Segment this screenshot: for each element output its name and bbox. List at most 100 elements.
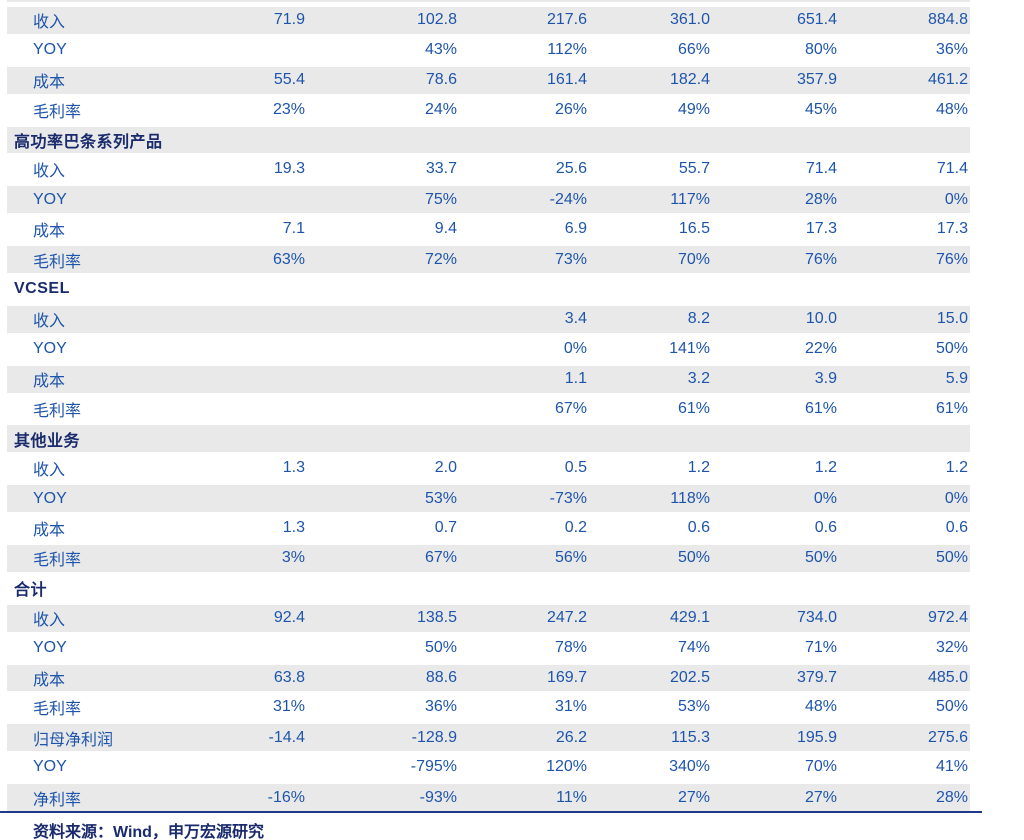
table-cell: 88.6: [425, 669, 457, 687]
table-cell: 102.8: [416, 11, 457, 29]
table-cell: 120%: [546, 758, 587, 776]
table-cell: 118%: [670, 489, 710, 507]
table-cell: 0.6: [687, 519, 710, 537]
table-cell: 17.3: [805, 220, 837, 238]
section-header-row: VCSEL: [7, 274, 970, 304]
table-row: 收入 1.3 2.0 0.5 1.2 1.2 1.2: [7, 453, 970, 483]
table-row: 成本 1.3 0.7 0.2 0.6 0.6 0.6: [7, 513, 970, 543]
table-cell: 3.4: [564, 310, 587, 328]
table-row: 毛利率 63% 72% 73% 70% 76% 76%: [7, 244, 970, 275]
section-title: 高功率巴条系列产品: [14, 134, 163, 151]
clipped-row-sliver: [7, 0, 970, 2]
table-cell: 1.1: [564, 370, 587, 388]
table-cell: 0.6: [945, 519, 968, 537]
table-row: YOY 53% -73% 118% 0% 0%: [7, 483, 970, 514]
table-cell: 361.0: [669, 11, 710, 29]
table-cell: 49%: [677, 100, 710, 118]
table-cell: 247.2: [546, 609, 587, 627]
table-cell: 26%: [554, 100, 587, 118]
table-cell: 48%: [804, 698, 837, 716]
row-label: 收入: [33, 462, 66, 480]
row-label: 成本: [33, 522, 66, 540]
table-cell: 23%: [272, 100, 305, 118]
table-cell: 74%: [677, 638, 710, 656]
row-label: YOY: [33, 758, 67, 776]
table-cell: -14.4: [268, 728, 305, 746]
table-row: 净利率 -16% -93% 11% 27% 27% 28%: [7, 782, 970, 813]
table-cell: 0.7: [434, 519, 457, 537]
section-header-row: 高功率巴条系列产品: [7, 124, 970, 155]
table-cell: 2.0: [434, 459, 457, 477]
table-cell: 7.1: [282, 220, 305, 238]
table-cell: 734.0: [796, 609, 837, 627]
table-cell: 50%: [424, 638, 457, 656]
table-cell: 73%: [554, 250, 587, 268]
table-cell: 66%: [677, 40, 710, 58]
table-cell: 78%: [554, 638, 587, 656]
table-cell: 1.3: [282, 459, 305, 477]
table-cell: 61%: [677, 399, 710, 417]
table-cell: 169.7: [546, 669, 587, 687]
row-label: 成本: [33, 74, 66, 92]
table-cell: 485.0: [927, 669, 968, 687]
table-cell: 56%: [554, 549, 587, 567]
source-note: 资料来源：Wind，申万宏源研究: [33, 824, 264, 840]
table-row: 毛利率 23% 24% 26% 49% 45% 48%: [7, 95, 970, 125]
table-cell: 63.8: [273, 669, 305, 687]
table-cell: 76%: [935, 250, 968, 268]
table-cell: 1.2: [814, 459, 837, 477]
table-row: 收入 3.4 8.2 10.0 15.0: [7, 303, 970, 334]
table-cell: 33.7: [425, 160, 457, 178]
row-label: YOY: [33, 339, 67, 357]
table-cell: -73%: [549, 489, 587, 507]
table-cell: 1.3: [282, 519, 305, 537]
table-cell: 50%: [935, 339, 968, 357]
row-label: 毛利率: [33, 701, 82, 719]
table-cell: 80%: [804, 40, 837, 58]
row-label: 收入: [33, 612, 66, 630]
table-cell: 55.4: [273, 71, 305, 89]
table-cell: 36%: [424, 698, 457, 716]
row-label: 归母净利润: [33, 731, 114, 749]
table-cell: 0%: [944, 489, 968, 507]
table-cell: 8.2: [687, 310, 710, 328]
row-label: 净利率: [33, 791, 82, 809]
table-cell: -16%: [267, 788, 305, 806]
table-cell: 92.4: [273, 609, 305, 627]
table-cell: 61%: [804, 399, 837, 417]
table-cell: 112%: [547, 40, 587, 58]
table-row: YOY 75% -24% 117% 28% 0%: [7, 184, 970, 215]
row-label: YOY: [33, 190, 67, 208]
table-row: YOY 43% 112% 66% 80% 36%: [7, 35, 970, 65]
table-cell: 195.9: [796, 728, 837, 746]
table-cell: 70%: [804, 758, 837, 776]
table-row: 归母净利润 -14.4 -128.9 26.2 115.3 195.9 275.6: [7, 722, 970, 753]
table-cell: 31%: [554, 698, 587, 716]
table-cell: 25.6: [555, 160, 587, 178]
table-cell: 75%: [424, 190, 457, 208]
table-cell: 161.4: [546, 71, 587, 89]
table-cell: 71.4: [805, 160, 837, 178]
row-label: 收入: [33, 313, 66, 331]
table-cell: 141%: [669, 339, 710, 357]
table-cell: 0.6: [814, 519, 837, 537]
table-cell: 651.4: [796, 11, 837, 29]
table-cell: 27%: [677, 788, 710, 806]
table-cell: 76%: [804, 250, 837, 268]
table-cell: 16.5: [678, 220, 710, 238]
table-cell: 53%: [424, 489, 457, 507]
section-header-row: 合计: [7, 573, 970, 603]
table-cell: 138.5: [416, 609, 457, 627]
row-label: 成本: [33, 223, 66, 241]
table-cell: 117%: [670, 190, 710, 208]
table-row: YOY -795% 120% 340% 70% 41%: [7, 752, 970, 782]
table-cell: 275.6: [927, 728, 968, 746]
table-cell: 53%: [677, 698, 710, 716]
table-row: 收入 71.9 102.8 217.6 361.0 651.4 884.8: [7, 5, 970, 35]
table-cell: 71%: [804, 638, 837, 656]
table-row: 成本 1.1 3.2 3.9 5.9: [7, 363, 970, 394]
report-table: 收入 71.9 102.8 217.6 361.0 651.4 884.8 YOY 43% 112…: [7, 5, 970, 813]
table-cell: 379.7: [796, 669, 837, 687]
table-row: 成本 55.4 78.6 161.4 182.4 357.9 461.2: [7, 64, 970, 95]
